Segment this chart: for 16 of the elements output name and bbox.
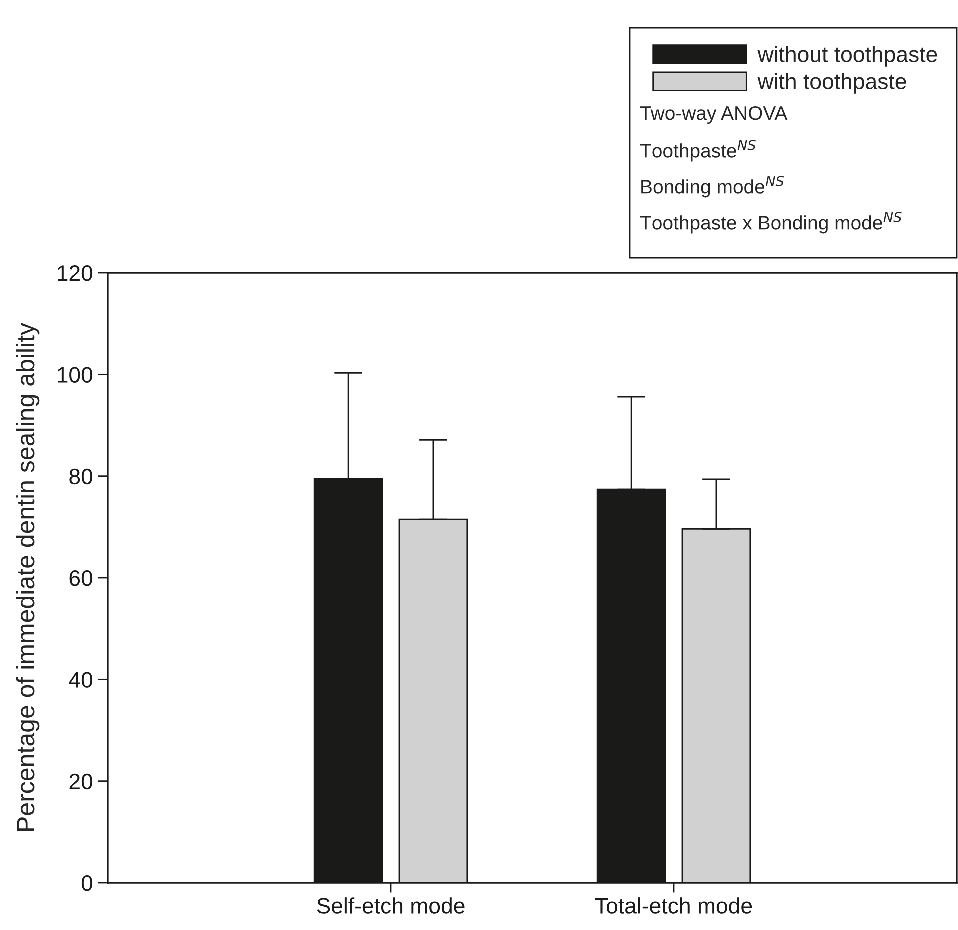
y-tick-label: 100: [58, 367, 93, 383]
text: Bonding mode$^{NS}$: [642, 176, 784, 198]
y-tick-label: 0: [82, 876, 93, 892]
y-tick-label: 120: [58, 266, 93, 282]
legend-label: with toothpaste: [758, 73, 906, 94]
text: Toothpaste x Bonding mode$^{NS}$: [640, 212, 902, 234]
y-tick-label: 60: [70, 570, 93, 586]
text: Two-way ANOVA: [640, 106, 788, 124]
text: Toothpaste$^{NS}$: [640, 140, 756, 162]
y-tick-label: 20: [70, 774, 93, 790]
y-tick-label: 80: [70, 468, 93, 485]
legend-label: without toothpaste: [758, 46, 938, 67]
x-tick-label: Total-etch mode: [595, 898, 752, 914]
x-tick-label: Self-etch mode: [317, 898, 465, 914]
y-axis-title: Percentage of immediate dentin sealing ability: [16, 323, 40, 831]
y-tick-label: 40: [69, 672, 93, 688]
